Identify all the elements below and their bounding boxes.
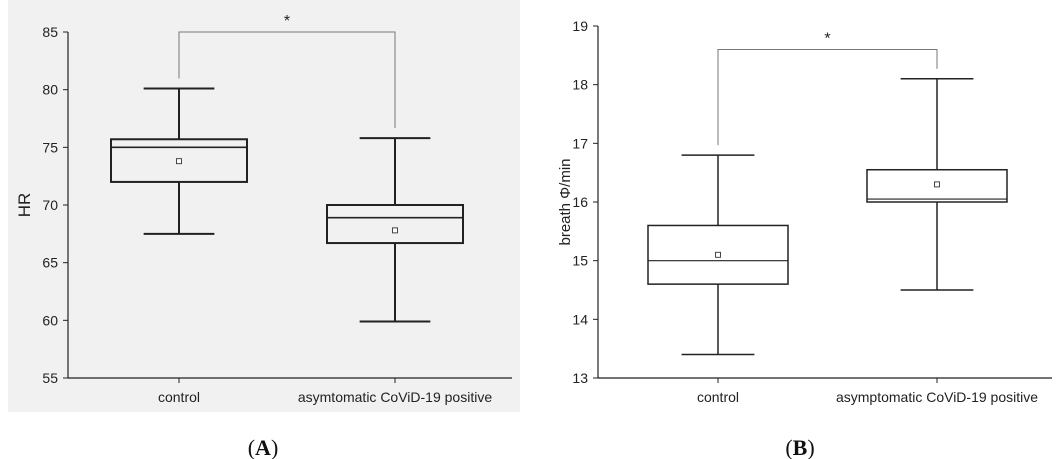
caption-letter: A	[255, 435, 271, 459]
y-tick-label: 16	[572, 194, 588, 210]
y-tick-label: 80	[42, 82, 58, 98]
panel-b: 13 14 15 16 17 18 19 breath Φ/min control asympto…	[545, 0, 1060, 459]
y-tick-label: 60	[42, 312, 58, 328]
y-tick-label: 70	[42, 197, 58, 213]
y-tick-label: 14	[572, 311, 588, 327]
x-tick-label: asymptomatic CoViD-19 positive	[836, 389, 1038, 405]
box-iqr	[110, 138, 248, 183]
y-tick-label: 18	[572, 77, 588, 93]
mean-marker	[392, 227, 398, 234]
x-tick-label: asymtomatic CoViD-19 positive	[298, 389, 492, 405]
box-iqr	[866, 168, 1008, 203]
panel-caption: (A)	[248, 435, 279, 459]
x-tick-label: control	[158, 389, 200, 405]
y-tick-label: 17	[572, 135, 588, 151]
y-axis-label: breath Φ/min	[557, 158, 574, 245]
box-iqr	[326, 204, 464, 245]
y-tick-label: 13	[572, 370, 588, 386]
x-tick-label: control	[697, 389, 739, 405]
significance-label: *	[284, 13, 290, 30]
mean-marker	[176, 158, 182, 165]
significance-bracket	[178, 31, 396, 129]
significance-label: *	[824, 30, 830, 47]
plot-background	[545, 0, 1060, 412]
y-tick-label: 65	[42, 255, 58, 271]
caption-close: )	[271, 435, 278, 459]
mean-marker	[715, 251, 721, 258]
significance-bracket	[717, 48, 938, 146]
caption-open: (	[248, 435, 255, 459]
y-tick-label: 15	[572, 253, 588, 269]
y-tick-label: 75	[42, 139, 58, 155]
y-tick-label: 19	[572, 18, 588, 34]
caption-open: (	[785, 435, 792, 459]
box-iqr	[647, 224, 789, 285]
caption-letter: B	[793, 435, 808, 459]
mean-marker	[934, 181, 940, 188]
plot-background	[8, 0, 520, 412]
caption-close: )	[807, 435, 814, 459]
y-tick-label: 85	[42, 24, 58, 40]
y-tick-label: 55	[42, 370, 58, 386]
panel-caption: (B)	[785, 435, 814, 459]
y-axis-label: HR	[15, 193, 34, 218]
panel-a: 55 60 65 70 75 80 85 HR control asymtomatic CoViD…	[8, 0, 520, 459]
